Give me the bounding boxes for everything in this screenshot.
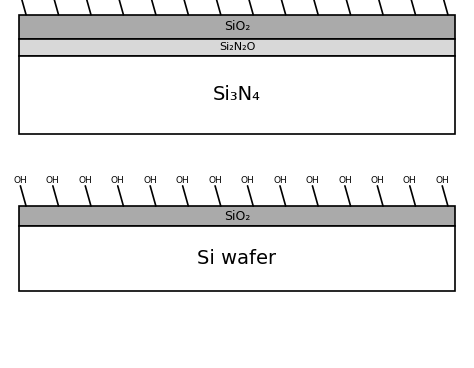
Text: SiO₂: SiO₂ xyxy=(224,210,250,223)
Text: OH: OH xyxy=(338,176,352,185)
Text: OH: OH xyxy=(371,176,384,185)
Bar xyxy=(19,226,455,291)
Text: Si₂N₂O: Si₂N₂O xyxy=(219,42,255,53)
Text: OH: OH xyxy=(208,176,222,185)
Bar xyxy=(19,206,455,226)
Text: OH: OH xyxy=(46,176,60,185)
Text: OH: OH xyxy=(143,176,157,185)
Text: OH: OH xyxy=(306,176,319,185)
Bar xyxy=(19,39,455,56)
Text: OH: OH xyxy=(435,176,449,185)
Text: Si₃N₄: Si₃N₄ xyxy=(213,85,261,105)
Bar xyxy=(19,56,455,134)
Text: OH: OH xyxy=(78,176,92,185)
Text: SiO₂: SiO₂ xyxy=(224,20,250,33)
Text: OH: OH xyxy=(111,176,125,185)
Bar xyxy=(19,15,455,39)
Text: OH: OH xyxy=(13,176,27,185)
Text: OH: OH xyxy=(403,176,417,185)
Text: OH: OH xyxy=(273,176,287,185)
Text: Si wafer: Si wafer xyxy=(198,249,276,268)
Text: OH: OH xyxy=(176,176,190,185)
Text: OH: OH xyxy=(241,176,255,185)
